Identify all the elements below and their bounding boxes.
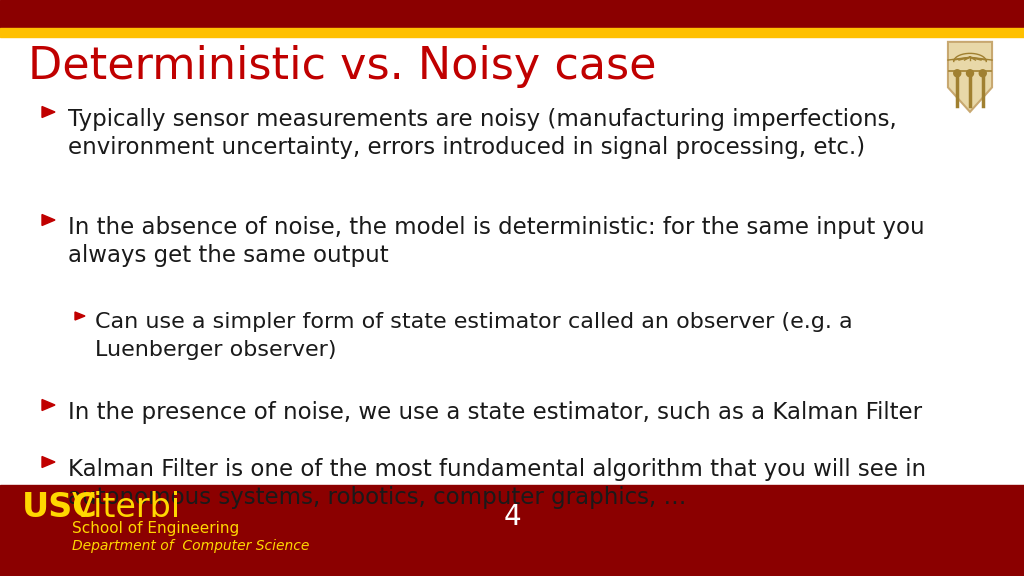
Bar (0, 0, 1024, 28)
Text: always get the same output: always get the same output (68, 244, 389, 267)
Text: Luenberger observer): Luenberger observer) (95, 340, 337, 360)
Text: Department of  Computer Science: Department of Computer Science (72, 539, 309, 553)
Text: 4: 4 (503, 503, 521, 531)
Text: USC: USC (22, 491, 97, 524)
Polygon shape (42, 457, 55, 468)
Circle shape (967, 70, 974, 77)
Circle shape (979, 70, 986, 77)
Text: Typically sensor measurements are noisy (manufacturing imperfections,: Typically sensor measurements are noisy … (68, 108, 897, 131)
Text: In the absence of noise, the model is deterministic: for the same input you: In the absence of noise, the model is de… (68, 216, 925, 239)
Text: Can use a simpler form of state estimator called an observer (e.g. a: Can use a simpler form of state estimato… (95, 312, 853, 332)
Text: Viterbi: Viterbi (72, 491, 181, 524)
Bar (0, 28, 1024, 37)
Text: Kalman Filter is one of the most fundamental algorithm that you will see in: Kalman Filter is one of the most fundame… (68, 458, 926, 481)
Text: Deterministic vs. Noisy case: Deterministic vs. Noisy case (28, 45, 656, 88)
Circle shape (953, 70, 961, 77)
Text: autonomous systems, robotics, computer graphics, …: autonomous systems, robotics, computer g… (68, 486, 686, 509)
Polygon shape (948, 42, 992, 112)
Polygon shape (75, 312, 85, 320)
Text: In the presence of noise, we use a state estimator, such as a Kalman Filter: In the presence of noise, we use a state… (68, 401, 923, 424)
Polygon shape (42, 400, 55, 411)
Text: environment uncertainty, errors introduced in signal processing, etc.): environment uncertainty, errors introduc… (68, 136, 865, 159)
Polygon shape (42, 107, 55, 118)
Polygon shape (42, 214, 55, 225)
Text: School of Engineering: School of Engineering (72, 521, 240, 536)
Bar (0, 485, 1024, 576)
